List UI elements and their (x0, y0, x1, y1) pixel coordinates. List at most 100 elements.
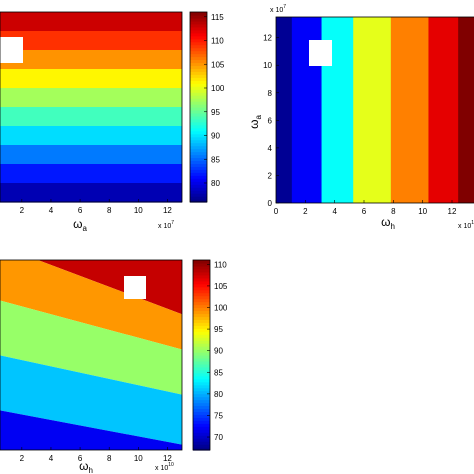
colorbar-segment (190, 178, 207, 182)
colorbar-segment (190, 50, 207, 55)
colorbar-tick-label: 85 (214, 368, 223, 377)
colorbar-segment (190, 107, 207, 111)
x-tick-label: 6 (78, 454, 83, 463)
colorbar-segment (193, 298, 210, 303)
colorbar-segment (193, 381, 210, 386)
colorbar-segment (193, 346, 210, 350)
colorbar-segment (193, 426, 210, 430)
colorbar-segment (193, 399, 210, 404)
colorbar-segment (193, 366, 210, 371)
colorbar-segment (193, 402, 210, 407)
colorbar-segment (190, 17, 207, 22)
heat-band (0, 355, 182, 445)
y-axis-label: ωa (247, 115, 263, 129)
colorbar-segment (190, 193, 207, 197)
colorbar-segment (193, 343, 210, 347)
colorbar-segment (193, 328, 210, 332)
colorbar-segment (193, 340, 210, 344)
colorbar-segment (193, 408, 210, 413)
colorbar-segment (193, 304, 210, 309)
colorbar-segment (193, 280, 210, 285)
colorbar-segment (190, 127, 207, 132)
colorbar-segment (193, 438, 210, 442)
colorbar-segment (190, 35, 207, 40)
colorbar-segment (190, 44, 207, 49)
colorbar-segment (193, 372, 210, 377)
x-tick-label: 0 (274, 207, 279, 216)
marker-square (124, 276, 146, 299)
colorbar-tick-label: 110 (211, 37, 224, 46)
colorbar-segment (190, 121, 207, 126)
colorbar-tick-label: 75 (214, 411, 223, 420)
colorbar-segment (193, 289, 210, 294)
colorbar-segment (193, 313, 210, 318)
colorbar-segment (190, 23, 207, 28)
colorbar-segment (190, 187, 207, 191)
x-axis-label: ωh (79, 459, 93, 474)
colorbar-segment (190, 86, 207, 90)
colorbar-segment (193, 292, 210, 297)
colorbar-segment (193, 420, 210, 424)
y-tick-label: 10 (263, 61, 272, 70)
colorbar-segment (193, 307, 210, 312)
colorbar-segment (193, 349, 210, 353)
x-tick-label: 10 (418, 207, 427, 216)
colorbar-segment (190, 14, 207, 19)
colorbar-segment (193, 435, 210, 439)
colorbar-segment (190, 59, 207, 64)
x-multiplier: x 1010 (155, 462, 174, 472)
colorbar-segment (193, 405, 210, 410)
colorbar-segment (193, 295, 210, 300)
panel-bottom-left: 2 4 6 8 10 12 ωh x 1010 70 75 80 85 90 95 100 105 110 (0, 259, 228, 474)
colorbar-segment (190, 166, 207, 170)
x-tick-label: 8 (107, 206, 112, 215)
x-tick-label: 12 (448, 207, 457, 216)
x-axis-label: ωa (73, 217, 87, 233)
colorbar-segment (190, 199, 207, 203)
x-tick-label: 2 (20, 206, 25, 215)
x-tick-label: 6 (362, 207, 367, 216)
heat-band (0, 50, 182, 70)
x-tick-label: 4 (49, 206, 54, 215)
colorbar-segment (193, 447, 210, 451)
colorbar-segment (190, 112, 207, 117)
plot-frame (275, 16, 474, 204)
colorbar-segment (193, 432, 210, 436)
colorbar-segment (190, 89, 207, 93)
colorbar-segment (190, 169, 207, 173)
colorbar-segment (193, 301, 210, 306)
colorbar-segment (190, 115, 207, 120)
colorbar-tick-label: 105 (214, 282, 228, 291)
colorbar-segment (190, 109, 207, 114)
colorbar-segment (193, 355, 210, 359)
colorbar-segment (193, 357, 210, 362)
x-tick-label: 2 (303, 207, 308, 216)
colorbar-segment (193, 322, 210, 326)
colorbar-segment (193, 363, 210, 368)
colorbar-segment (193, 375, 210, 380)
y-multiplier: x 107 (270, 4, 286, 14)
y-tick-label: 4 (268, 144, 273, 153)
colorbar-segment (190, 53, 207, 58)
colorbar-segment (190, 77, 207, 81)
colorbar-segment (190, 65, 207, 70)
colorbar-tick-label: 115 (211, 13, 224, 22)
heat-band (0, 107, 182, 127)
colorbar-segment (193, 352, 210, 356)
x-tick-label: 4 (332, 207, 337, 216)
colorbar-segment (190, 68, 207, 72)
colorbar-tick-label: 70 (214, 433, 223, 442)
heat-region (0, 260, 182, 450)
colorbar-segment (190, 172, 207, 176)
heat-band (0, 12, 182, 32)
colorbar-segment (190, 148, 207, 153)
heat-band (0, 164, 182, 184)
y-tick-label: 12 (263, 34, 272, 43)
colorbar-segment (190, 71, 207, 75)
heat-band (0, 260, 182, 350)
heat-band (276, 17, 293, 203)
colorbar-segment (190, 38, 207, 43)
heat-band (428, 17, 459, 203)
colorbar-tick-label: 80 (211, 179, 220, 188)
